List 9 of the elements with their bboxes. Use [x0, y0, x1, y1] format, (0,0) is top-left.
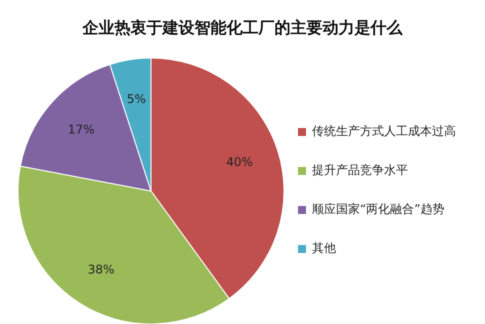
- data-label: 5%: [126, 92, 146, 106]
- legend-label: 顺应国家“两化融合”趋势: [312, 201, 444, 218]
- legend-label: 提升产品竞争水平: [312, 162, 408, 179]
- legend-label: 其他: [312, 240, 336, 257]
- data-label: 17%: [68, 122, 94, 136]
- data-label: 38%: [88, 262, 114, 277]
- chart-title: 企业热衷于建设智能化工厂的主要动力是什么: [81, 18, 404, 39]
- legend-label: 传统生产方式人工成本过高: [312, 123, 456, 140]
- data-label: 40%: [226, 155, 253, 170]
